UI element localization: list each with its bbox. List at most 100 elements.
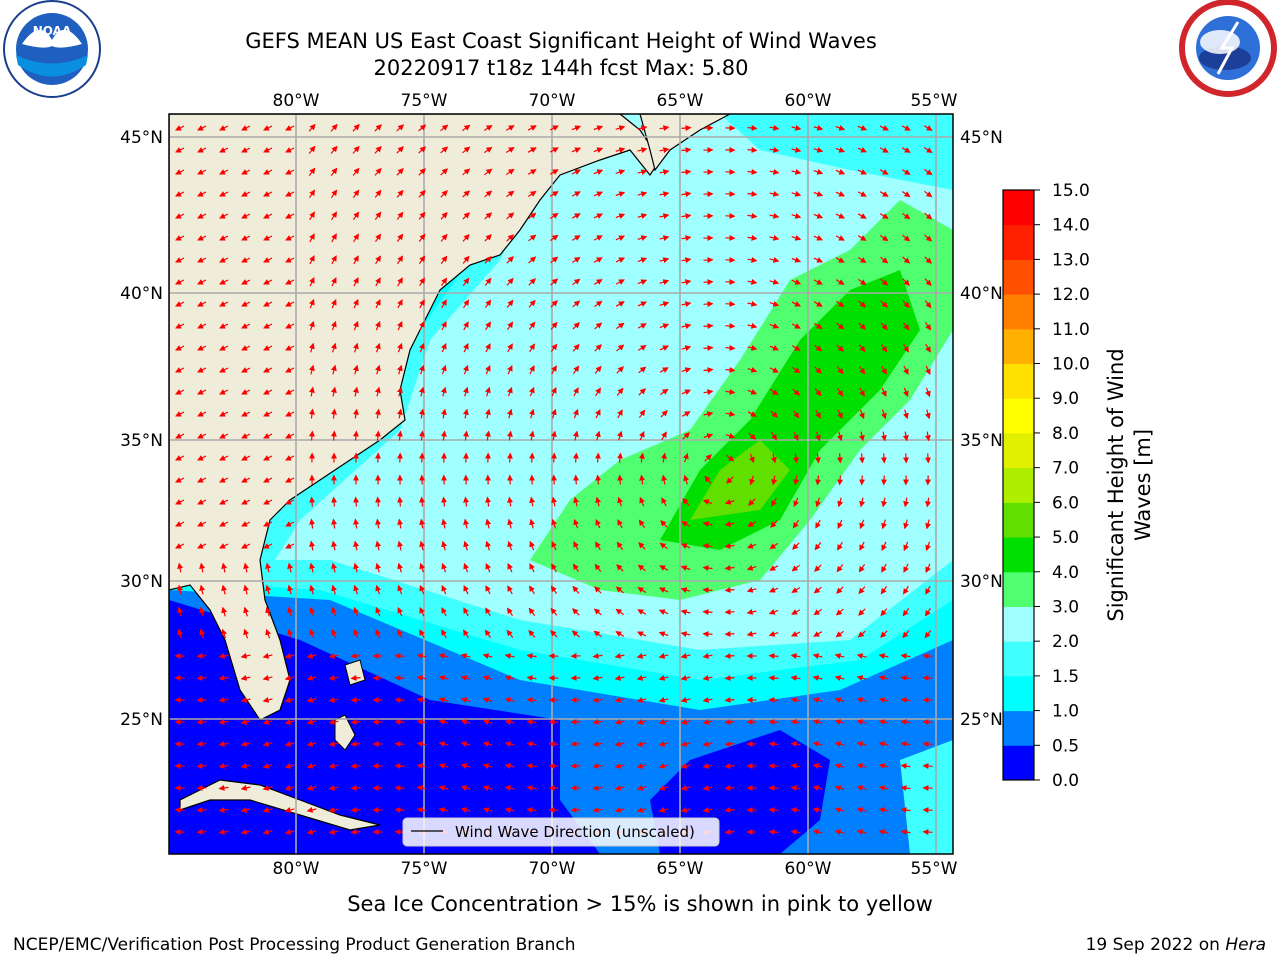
- wave-arrow: [659, 542, 668, 550]
- wave-arrow: [284, 828, 295, 835]
- wave-arrow: [858, 365, 866, 375]
- wave-arrow: [462, 146, 471, 154]
- wave-arrow: [526, 807, 537, 814]
- wave-arrow: [747, 278, 758, 285]
- wave-arrow: [218, 784, 229, 791]
- wave-arrow: [702, 740, 713, 747]
- wave-arrow: [350, 696, 361, 703]
- wave-arrow: [309, 276, 315, 287]
- wave-arrow: [878, 675, 889, 682]
- wave-arrow: [638, 366, 647, 374]
- wave-arrow: [549, 125, 559, 131]
- wave-arrow: [352, 145, 360, 154]
- wave-arrow: [815, 497, 822, 508]
- wave-arrow: [549, 212, 559, 220]
- wave-arrow: [595, 541, 601, 551]
- wave-arrow: [374, 386, 381, 397]
- wave-arrow: [902, 409, 909, 420]
- wave-arrow: [614, 652, 625, 659]
- wave-arrow: [769, 367, 779, 373]
- wave-arrow: [724, 652, 735, 659]
- lon-label-bottom-75w: 75°W: [401, 859, 448, 879]
- wave-arrow: [770, 520, 778, 528]
- wave-arrow: [680, 718, 691, 725]
- wave-arrow: [240, 652, 251, 659]
- wave-arrow: [903, 387, 909, 398]
- wave-arrow: [175, 521, 185, 527]
- wave-arrow: [749, 453, 755, 464]
- wave-arrow: [328, 696, 339, 703]
- wave-arrow: [353, 255, 359, 265]
- wave-arrow: [768, 609, 779, 615]
- wave-arrow: [507, 540, 514, 551]
- wave-arrow: [747, 389, 758, 395]
- wave-arrow: [416, 785, 427, 792]
- wave-arrow: [615, 235, 626, 241]
- wave-arrow: [922, 829, 933, 836]
- wave-arrow: [397, 562, 404, 573]
- wave-arrow: [881, 563, 887, 573]
- colorbar-tick-label: 0.0: [1052, 771, 1079, 791]
- wave-arrow: [703, 389, 714, 396]
- wave-arrow: [659, 235, 670, 242]
- wave-arrow: [507, 364, 513, 375]
- wave-arrow: [551, 518, 558, 529]
- wave-arrow: [859, 387, 865, 397]
- wave-arrow: [813, 631, 823, 637]
- colorbar-tick-label: 3.0: [1052, 597, 1079, 617]
- wave-arrow: [219, 279, 229, 285]
- wave-arrow: [658, 652, 669, 659]
- wave-arrow: [769, 146, 780, 153]
- wave-arrow: [485, 562, 491, 573]
- wave-arrow: [331, 320, 337, 331]
- wave-arrow: [196, 652, 207, 659]
- wave-arrow: [925, 365, 931, 376]
- wave-arrow: [438, 763, 449, 770]
- wave-arrow: [593, 147, 604, 153]
- wave-arrow: [812, 785, 823, 792]
- wave-arrow: [397, 540, 404, 551]
- wave-arrow: [900, 741, 911, 748]
- wave-arrow: [438, 807, 449, 814]
- wave-arrow: [350, 718, 361, 725]
- wave-arrow: [615, 147, 626, 154]
- wave-arrow: [881, 475, 888, 486]
- wave-arrow: [878, 807, 889, 814]
- wave-arrow: [418, 408, 425, 419]
- wave-arrow: [241, 389, 251, 395]
- wave-arrow: [263, 455, 273, 461]
- wave-arrow: [306, 762, 317, 769]
- wave-arrow: [330, 386, 337, 397]
- colorbar-swatch: [1003, 432, 1034, 469]
- wave-arrow: [396, 189, 404, 198]
- wave-arrow: [616, 564, 624, 572]
- wave-arrow: [812, 653, 823, 660]
- wave-arrow: [352, 342, 359, 353]
- wave-arrow: [903, 585, 909, 595]
- wave-arrow: [352, 430, 359, 441]
- wave-arrow: [680, 587, 691, 594]
- colorbar-swatch: [1003, 606, 1034, 642]
- wave-arrow: [175, 191, 185, 197]
- wave-arrow: [616, 344, 625, 352]
- wave-arrow: [681, 191, 692, 198]
- wave-arrow: [856, 697, 867, 704]
- wave-arrow: [263, 367, 273, 373]
- wave-arrow: [243, 628, 249, 639]
- wave-arrow: [681, 521, 691, 527]
- wave-arrow: [462, 299, 470, 309]
- wave-arrow: [769, 323, 780, 329]
- wave-arrow: [416, 763, 427, 770]
- wave-arrow: [285, 477, 295, 483]
- wave-arrow: [506, 430, 513, 441]
- wave-arrow: [197, 345, 207, 351]
- wave-arrow: [790, 807, 801, 814]
- wave-arrow: [462, 408, 469, 419]
- wave-arrow: [506, 234, 515, 242]
- wave-arrow: [175, 499, 185, 505]
- wave-arrow: [703, 433, 714, 440]
- wave-arrow: [309, 606, 316, 617]
- wave-arrow: [175, 455, 185, 461]
- wave-arrow: [418, 364, 425, 375]
